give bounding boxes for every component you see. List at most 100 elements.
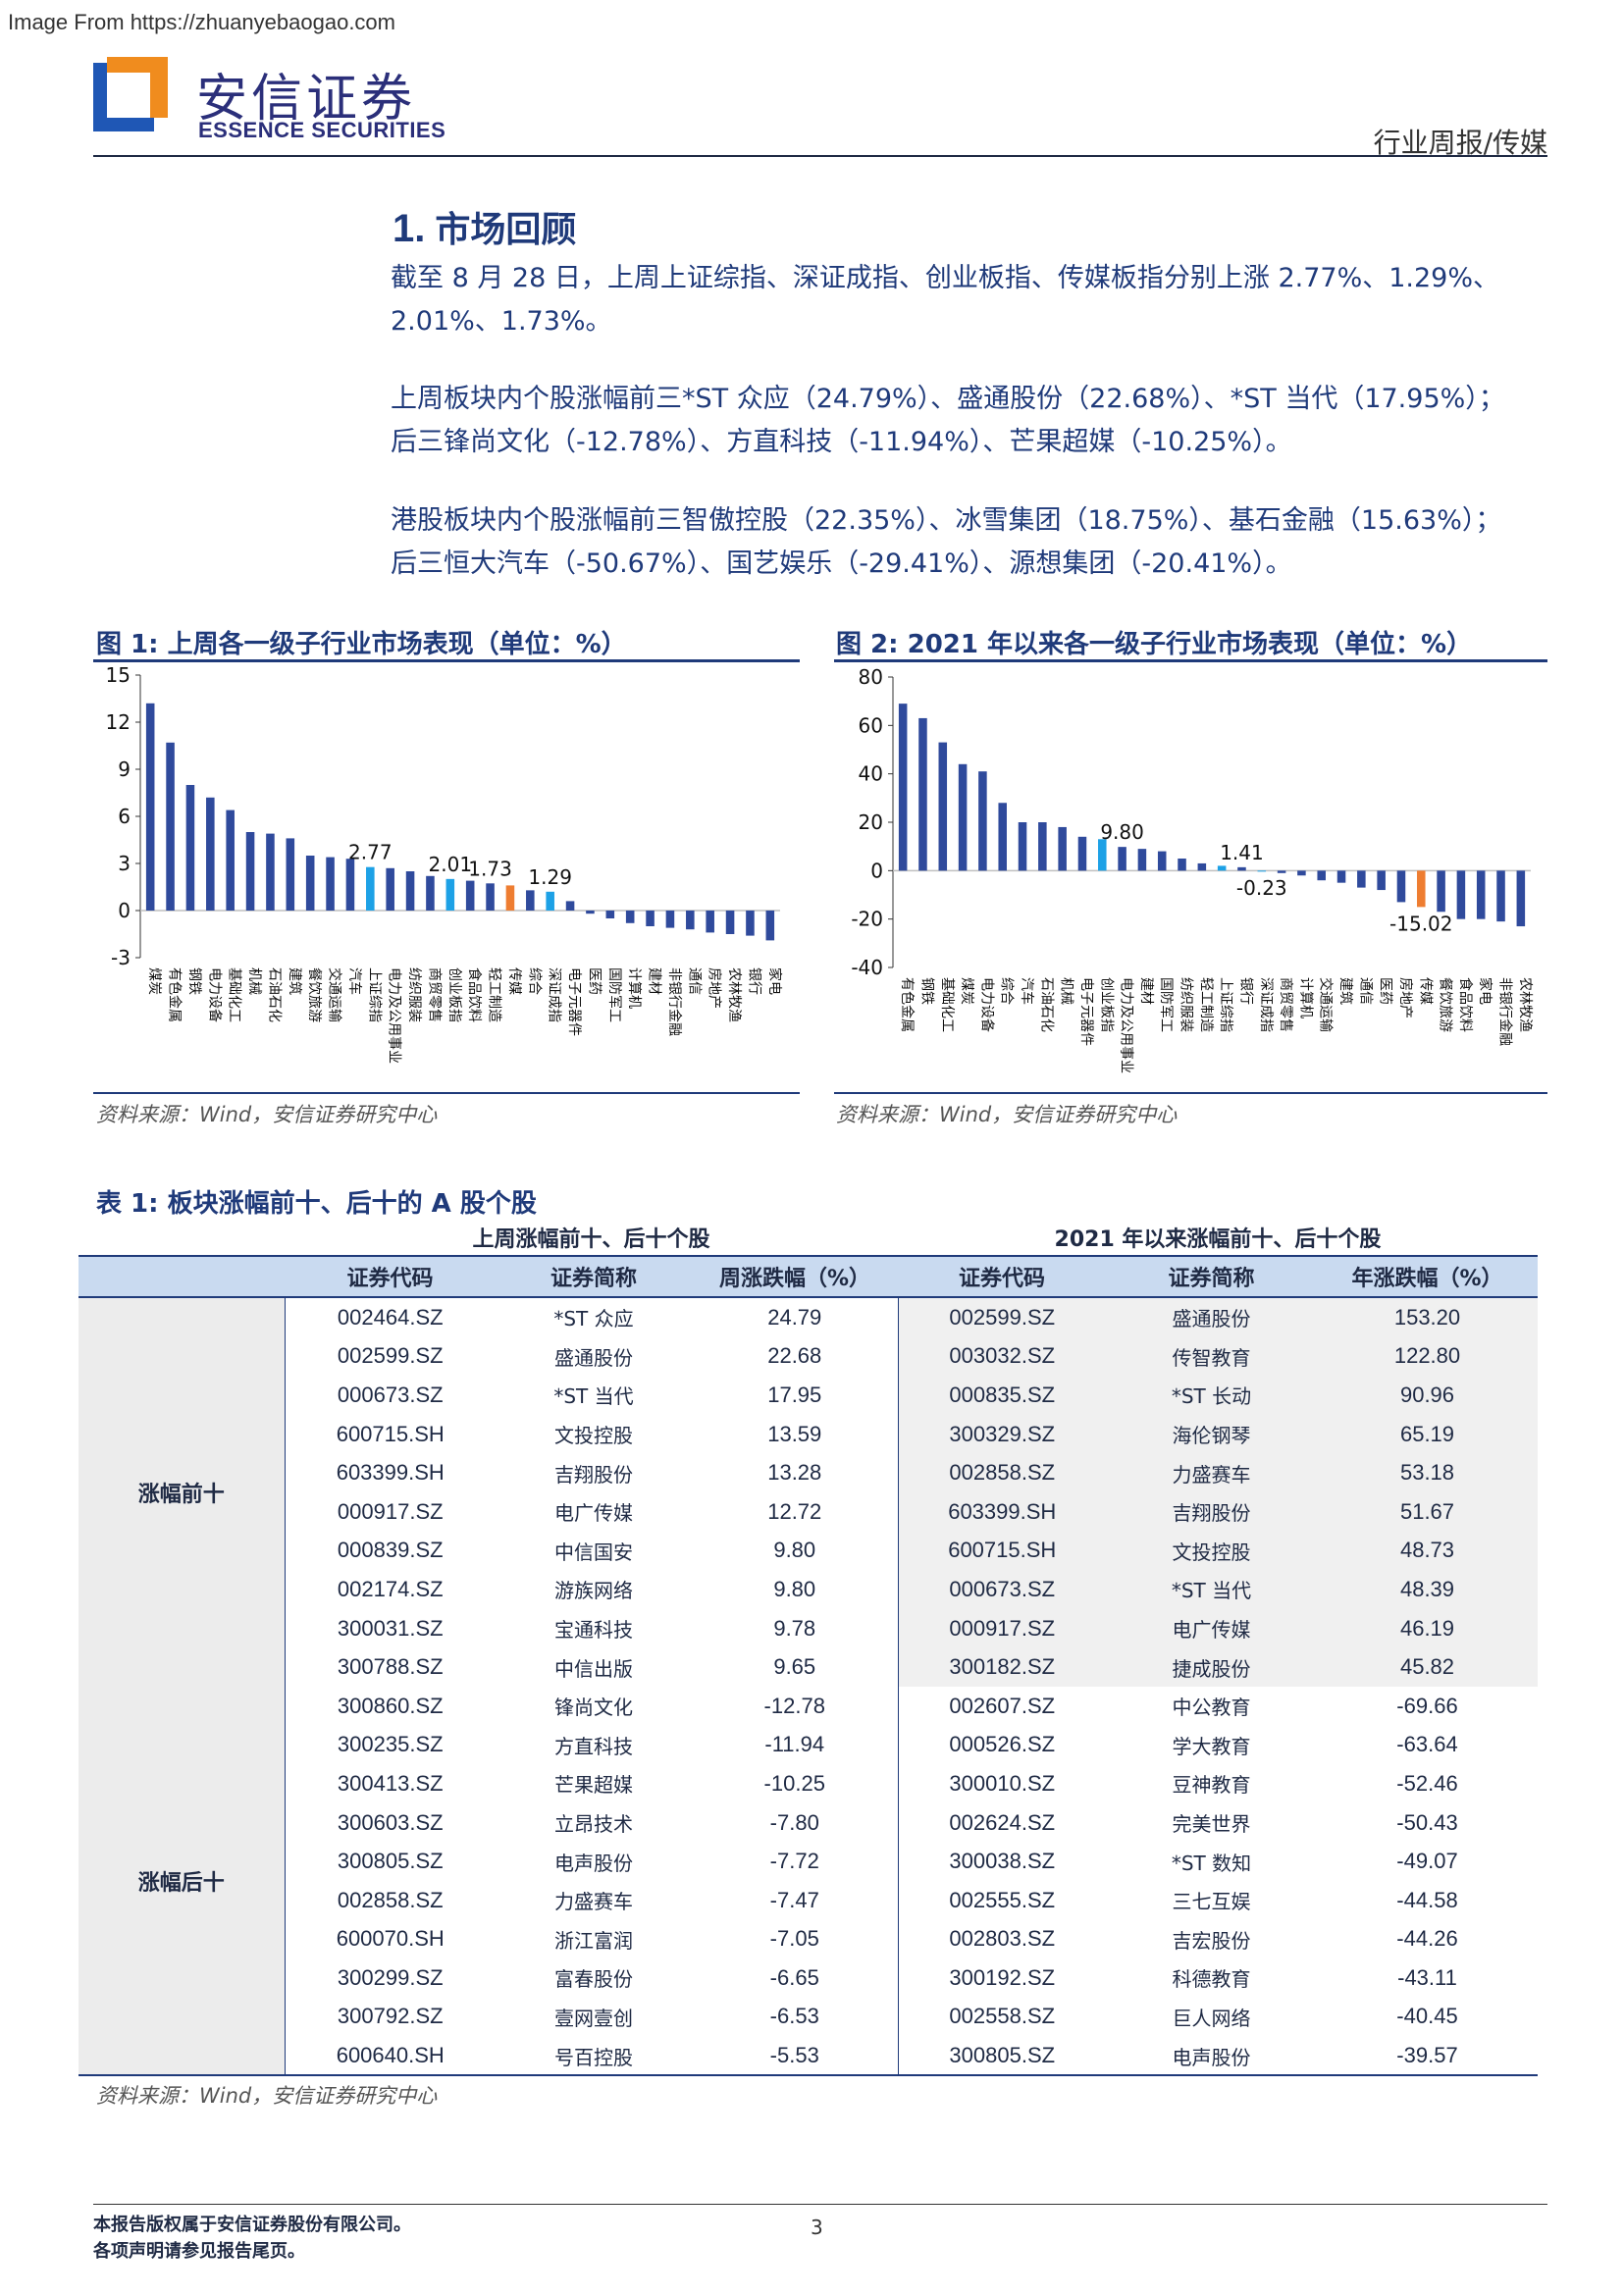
cell-code-weekly: 300413.SZ <box>337 1770 444 1796</box>
table-source: 资料来源：Wind，安信证券研究中心 <box>96 2084 438 2108</box>
cell-code-ytd: 002555.SZ <box>897 1880 1106 1920</box>
cell-code-ytd: 300192.SZ <box>897 1958 1106 1998</box>
header-divider <box>93 155 1547 157</box>
cell-name-weekly: 文投控股 <box>554 1424 633 1448</box>
category-label: 电力及公用事业 <box>1119 977 1134 1073</box>
cell-change-ytd: 90.96 <box>1317 1376 1538 1415</box>
footer-copyright: 本报告版权属于安信证券股份有限公司。 <box>93 2215 411 2235</box>
cell-name-ytd: 电广传媒 <box>1106 1608 1317 1648</box>
header-change-weekly: 周涨跌幅（%） <box>692 1256 898 1298</box>
cell-code-ytd: 300010.SZ <box>897 1764 1106 1803</box>
category-label: 国防军工 <box>606 967 622 1022</box>
cell-name-weekly: 芒果超媒 <box>554 1773 633 1798</box>
category-label: 建筑 <box>287 967 302 995</box>
cell-code-weekly: 300805.SZ <box>337 1849 444 1874</box>
data-label: 9.80 <box>1100 820 1144 844</box>
table-row: 002599.SZ 盛通股份 22.68 003032.SZ 传智教育 122.80 <box>79 1336 1538 1377</box>
cell-change-weekly: -7.72 <box>769 1849 819 1874</box>
cell-name-ytd: 力盛赛车 <box>1106 1453 1317 1492</box>
cell-name-weekly: 电广传媒 <box>554 1501 633 1526</box>
figure-2-title-text: 2021 年以来各一级子行业市场表现（单位：%） <box>907 630 1473 659</box>
footer-disclaimer: 各项声明请参见报告尾页。 <box>93 2241 305 2262</box>
bar <box>546 891 554 911</box>
cell-code-ytd: 003032.SZ <box>897 1336 1106 1377</box>
cell-code-ytd: 300329.SZ <box>897 1414 1106 1454</box>
table-row: 600640.SH 号百控股 -5.53 300805.SZ 电声股份 -39.57 <box>79 2036 1538 2075</box>
category-label: 农林牧渔 <box>726 967 742 1022</box>
category-label: 通信 <box>1357 977 1373 1005</box>
cell-change-weekly: -12.78 <box>763 1693 825 1718</box>
bar <box>1237 866 1246 871</box>
bar <box>898 704 908 871</box>
bar <box>1217 865 1227 871</box>
cell-change-weekly: 12.72 <box>767 1498 822 1524</box>
data-label: 1.73 <box>468 857 512 880</box>
bar <box>1476 870 1486 919</box>
bar <box>486 883 495 911</box>
cell-code-weekly: 600070.SH <box>336 1926 445 1952</box>
y-tick-label: 60 <box>859 713 883 737</box>
cell-code-weekly: 300235.SZ <box>337 1732 444 1757</box>
category-label: 上证综指 <box>366 967 382 1022</box>
page-number: 3 <box>811 2216 823 2239</box>
cell-code-weekly: 300299.SZ <box>337 1964 444 1990</box>
category-label: 电子元器件 <box>1078 977 1094 1046</box>
cell-code-weekly: 300860.SZ <box>337 1693 444 1718</box>
table-label: 表 1: <box>96 1189 159 1219</box>
category-label: 通信 <box>686 967 702 995</box>
y-tick-label: 6 <box>118 805 131 828</box>
category-label: 电力设备 <box>978 977 995 1032</box>
category-label: 国防军工 <box>1158 977 1174 1032</box>
bar <box>1197 862 1207 871</box>
cell-change-ytd: 48.39 <box>1317 1570 1538 1609</box>
bar <box>1437 870 1445 913</box>
bar <box>1058 826 1067 871</box>
table-row: 600070.SH 浙江富润 -7.05 002803.SZ 吉宏股份 -44.26 <box>79 1919 1538 1959</box>
table-row: 000839.SZ 中信国安 9.80 600715.SH 文投控股 48.73 <box>79 1531 1538 1571</box>
cell-change-ytd: 48.73 <box>1317 1531 1538 1571</box>
category-label: 建材 <box>647 967 662 995</box>
bar <box>145 703 155 911</box>
logo-text-en: ESSENCE SECURITIES <box>198 118 446 142</box>
cell-name-weekly: 浙江富润 <box>554 1928 633 1953</box>
category-label: 非银行金融 <box>666 967 682 1036</box>
paragraph-3-line-1: 港股板块内个股涨幅前三智傲控股（22.35%）、冰雪集团（18.75%）、基石金… <box>391 505 1502 536</box>
cell-name-ytd: *ST 数知 <box>1171 1851 1252 1875</box>
y-tick-label: 3 <box>118 852 131 875</box>
cell-change-ytd: 122.80 <box>1317 1336 1538 1377</box>
cell-name-weekly: 富春股份 <box>554 1967 633 1992</box>
figure-2-top-rule <box>834 659 1547 662</box>
data-label: -0.23 <box>1236 876 1287 900</box>
category-label: 餐饮旅游 <box>1438 977 1453 1032</box>
bar <box>1137 849 1147 871</box>
cell-name-ytd: 盛通股份 <box>1106 1297 1317 1337</box>
bar <box>185 785 195 911</box>
cell-name-weekly: 吉翔股份 <box>554 1462 633 1487</box>
cell-name-ytd: 吉翔股份 <box>1106 1491 1317 1532</box>
bar <box>426 875 435 911</box>
cell-change-ytd: -49.07 <box>1396 1849 1458 1874</box>
y-tick-label: 0 <box>118 899 131 922</box>
paragraph-1-line-1: 截至 8 月 28 日，上周上证综指、深证成指、创业板指、传媒板指分别上涨 2.… <box>391 263 1499 293</box>
cell-name-weekly: *ST 众应 <box>553 1307 634 1331</box>
table-row: 300235.SZ 方直科技 -11.94 000526.SZ 学大教育 -63.64 <box>79 1725 1538 1765</box>
cell-change-weekly: 13.59 <box>767 1421 822 1446</box>
bar <box>1317 870 1326 881</box>
figure-2-bottom-rule <box>834 1092 1547 1094</box>
cell-code-ytd: 000835.SZ <box>897 1376 1106 1415</box>
cell-change-ytd: 45.82 <box>1317 1647 1538 1687</box>
table-row: 300031.SZ 宝通科技 9.78 000917.SZ 电广传媒 46.19 <box>79 1608 1538 1648</box>
footer-divider <box>93 2204 1547 2205</box>
cell-change-ytd: 46.19 <box>1317 1608 1538 1648</box>
figure-2-title: 图 2: 2021 年以来各一级子行业市场表现（单位：%） <box>836 624 1472 660</box>
cell-name-ytd: 巨人网络 <box>1172 2006 1251 2030</box>
cell-change-ytd: -43.11 <box>1397 1964 1457 1990</box>
bar <box>938 742 948 871</box>
cell-code-ytd: 000673.SZ <box>897 1570 1106 1609</box>
cell-code-ytd: 300182.SZ <box>897 1647 1106 1687</box>
cell-change-weekly: 9.80 <box>773 1576 816 1601</box>
cell-code-ytd: 002599.SZ <box>897 1297 1106 1337</box>
category-label: 石油石化 <box>266 967 282 1022</box>
category-label: 轻工制造 <box>1198 977 1214 1032</box>
bar <box>1417 870 1426 908</box>
